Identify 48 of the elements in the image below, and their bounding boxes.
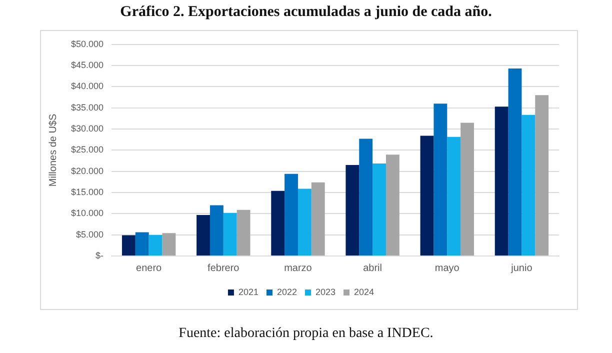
y-tick-label: $15.000 <box>70 187 104 198</box>
y-tick-label: $40.000 <box>70 81 104 92</box>
legend-label: 2024 <box>354 286 374 297</box>
bar <box>284 174 298 256</box>
y-tick-label: $20.000 <box>70 166 104 176</box>
bar <box>210 205 224 256</box>
bar <box>122 235 136 256</box>
bar <box>372 164 386 256</box>
x-tick-label: enero <box>136 262 162 274</box>
x-tick-label: junio <box>510 262 533 274</box>
y-axis-title: Millones de U$S <box>48 113 59 187</box>
bar <box>346 165 360 256</box>
bar <box>535 95 549 256</box>
bar <box>359 138 373 256</box>
x-tick-label: marzo <box>284 262 312 274</box>
bar <box>386 154 400 256</box>
y-tick-label: $30.000 <box>70 124 104 134</box>
bar <box>148 235 162 256</box>
bar <box>420 136 434 256</box>
chart-title: Gráfico 2. Exportaciones acumuladas a junio de cada año. <box>119 4 493 21</box>
y-tick-label: $- <box>96 250 104 260</box>
bar <box>298 188 312 256</box>
bar <box>196 214 210 256</box>
x-tick-label: mayo <box>434 262 460 274</box>
y-tick-label: $25.000 <box>70 144 104 155</box>
legend-label: 2023 <box>316 286 336 297</box>
y-tick-label: $10.000 <box>70 208 104 218</box>
bar <box>223 212 237 256</box>
y-tick-label: $35.000 <box>70 102 104 112</box>
bar <box>162 233 176 256</box>
bar <box>271 190 285 256</box>
source-note: Fuente: elaboración propia en base a INDEC. <box>178 326 434 342</box>
y-tick-label: $45.000 <box>70 60 104 70</box>
bar <box>460 122 474 256</box>
bar <box>522 114 536 256</box>
bar <box>311 182 325 256</box>
legend-label: 2022 <box>276 286 298 297</box>
y-tick-label: $5.000 <box>76 229 104 240</box>
bar <box>494 106 508 256</box>
bar <box>447 136 461 256</box>
bar <box>236 210 250 256</box>
bar <box>135 232 149 256</box>
bar <box>508 68 522 256</box>
y-tick-label: $50.000 <box>70 38 104 49</box>
legend-label: 2021 <box>238 286 258 297</box>
x-tick-label: febrero <box>208 262 240 274</box>
x-tick-label: abril <box>363 262 382 274</box>
bar <box>434 104 448 256</box>
